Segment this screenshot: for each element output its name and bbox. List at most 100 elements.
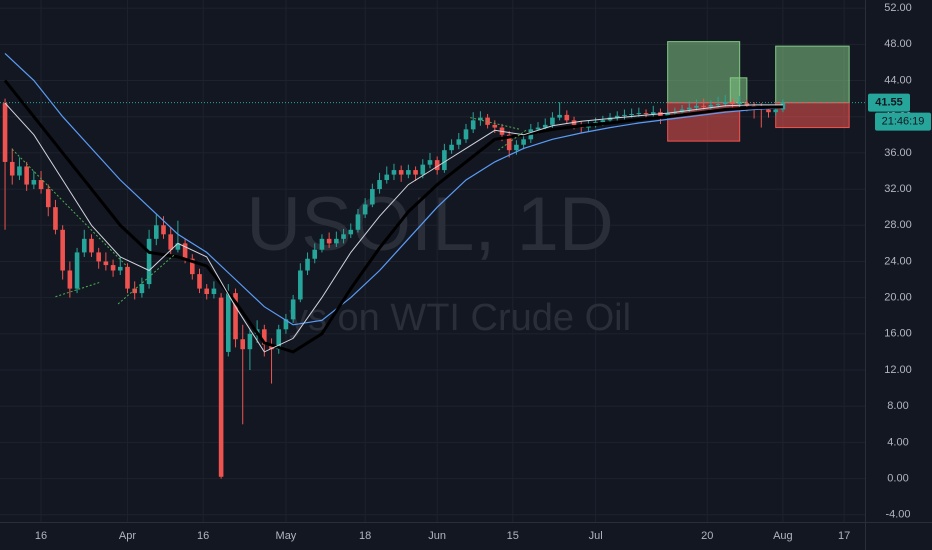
candle-body xyxy=(355,214,361,230)
candle-body xyxy=(168,234,173,250)
x-tick-label: May xyxy=(276,530,297,542)
candle-body xyxy=(161,225,166,235)
x-tick-label: Aug xyxy=(773,530,793,542)
candle-body xyxy=(240,339,246,350)
y-tick-label: 0.00 xyxy=(887,472,908,484)
trendline xyxy=(470,117,521,130)
candle-body xyxy=(276,329,282,350)
candle-body xyxy=(694,105,699,108)
candle-body xyxy=(110,265,116,271)
candle-body xyxy=(362,204,368,215)
candle-body xyxy=(542,124,548,128)
candle-body xyxy=(175,243,181,250)
last-price-label: 41.55 xyxy=(875,97,903,109)
y-tick-label: 44.00 xyxy=(884,74,912,86)
countdown-badge xyxy=(875,112,931,131)
candle-body xyxy=(348,229,354,235)
x-tick-label: 20 xyxy=(701,530,713,542)
y-tick-label: 52.00 xyxy=(884,2,912,14)
candle-body xyxy=(427,160,433,165)
moving-average xyxy=(3,79,783,354)
position-target xyxy=(775,45,850,104)
x-tick-label: 18 xyxy=(359,530,371,542)
candle-body xyxy=(67,270,73,289)
candle-body xyxy=(550,117,555,125)
candle-body xyxy=(125,266,130,289)
candle-body xyxy=(622,114,627,116)
candle-body xyxy=(190,258,195,275)
candle-body xyxy=(686,107,692,110)
candle-body xyxy=(722,102,728,105)
y-tick-label: 4.00 xyxy=(887,436,908,448)
candle-body xyxy=(204,288,210,295)
y-tick-label: 12.00 xyxy=(884,364,912,376)
x-tick-label: Apr xyxy=(119,530,136,542)
candle-body xyxy=(521,139,526,145)
candle-body xyxy=(766,109,771,113)
y-tick-label: 24.00 xyxy=(884,255,912,267)
candle-body xyxy=(17,166,22,176)
candle-body xyxy=(211,288,217,295)
candle-body xyxy=(45,189,51,208)
countdown-label: 21:46:19 xyxy=(882,116,925,128)
y-tick-label: 20.00 xyxy=(884,292,912,304)
candle-body xyxy=(413,170,418,175)
last-price-badge xyxy=(868,93,910,112)
candle-body xyxy=(132,288,137,294)
candle-body xyxy=(233,293,238,340)
candle-body xyxy=(226,293,231,352)
x-tick-label: 16 xyxy=(35,530,47,542)
candle-body xyxy=(31,180,37,185)
candle-body xyxy=(38,180,44,190)
candle-body xyxy=(614,115,620,118)
candle-body xyxy=(197,274,202,289)
candle-body xyxy=(60,229,65,271)
candle-body xyxy=(398,170,404,175)
candle-body xyxy=(182,243,188,259)
candle-body xyxy=(564,114,570,121)
candle-body xyxy=(312,249,318,259)
x-tick-label: 16 xyxy=(197,530,209,542)
candle-body xyxy=(492,124,498,128)
y-tick-label: 48.00 xyxy=(884,38,912,50)
y-tick-label: 8.00 xyxy=(887,400,908,412)
candle-body xyxy=(9,161,15,176)
y-tick-label: -4.00 xyxy=(885,509,910,521)
moving-average xyxy=(4,102,783,353)
candle-body xyxy=(153,225,159,239)
candle-body xyxy=(701,105,706,107)
y-tick-label: 28.00 xyxy=(884,219,912,231)
trendline xyxy=(11,148,128,268)
candle-body xyxy=(290,299,296,320)
candle-body xyxy=(730,102,735,105)
candle-body xyxy=(2,103,8,162)
candle-body xyxy=(535,127,541,130)
candle-body xyxy=(326,238,332,244)
candle-body xyxy=(715,104,721,106)
x-tick-label: 17 xyxy=(838,530,850,542)
candle-body xyxy=(384,174,390,181)
x-tick-label: 15 xyxy=(507,530,519,542)
grid xyxy=(0,0,865,522)
candle-body xyxy=(139,284,145,294)
candle-body xyxy=(744,103,750,106)
candle-body xyxy=(247,333,253,350)
candle-body xyxy=(708,104,714,107)
candle-body xyxy=(74,252,80,289)
candle-body xyxy=(283,319,289,330)
candle-body xyxy=(103,261,109,266)
y-tick-label: 32.00 xyxy=(884,183,912,195)
moving-average xyxy=(4,52,783,326)
candle-body xyxy=(269,344,274,350)
candle-body xyxy=(319,238,325,250)
candle-body xyxy=(370,189,375,205)
candle-body xyxy=(773,109,778,113)
position-target xyxy=(667,41,741,104)
candle-body xyxy=(449,144,454,151)
candle-body xyxy=(377,180,382,190)
candle-body xyxy=(557,114,562,118)
watermark-subtitle: ys on WTI Crude Oil xyxy=(289,297,631,339)
candle-body xyxy=(218,297,224,477)
